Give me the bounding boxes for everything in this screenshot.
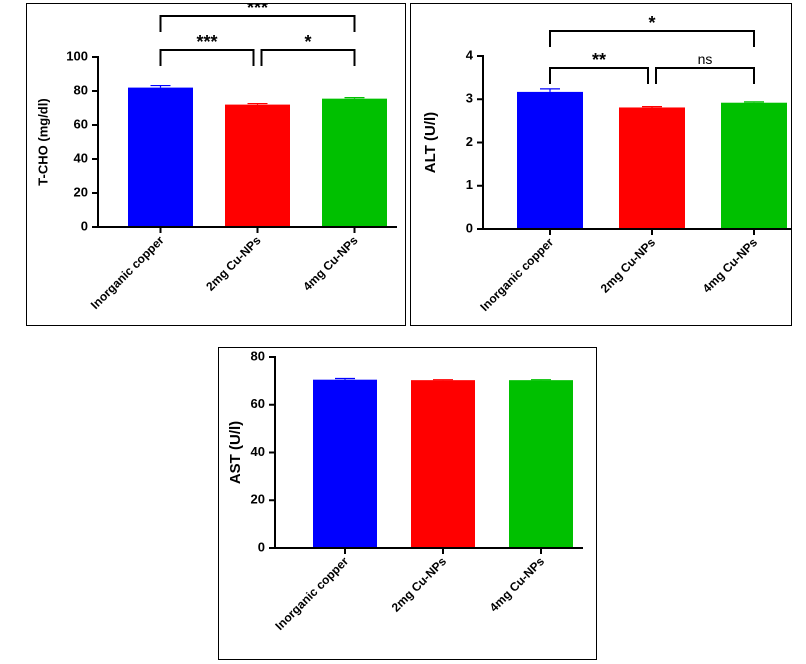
bracket-line bbox=[655, 67, 755, 84]
significance-label: *** bbox=[196, 32, 217, 52]
significance-label: ** bbox=[592, 50, 606, 70]
bracket-line bbox=[549, 67, 649, 84]
y-tick-label: 60 bbox=[74, 116, 88, 131]
x-category-label: Inorganic copper bbox=[477, 235, 556, 314]
y-tick-label: 40 bbox=[74, 150, 88, 165]
bracket-line bbox=[159, 49, 255, 66]
significance-label: * bbox=[304, 32, 311, 52]
bar-2 bbox=[619, 107, 685, 229]
y-tick-label: 20 bbox=[251, 492, 265, 507]
significance-bracket-1: * bbox=[549, 13, 755, 47]
bar-3 bbox=[322, 98, 387, 228]
y-axis-label: AST (U/l) bbox=[227, 421, 244, 484]
x-category-label: 2mg Cu-NPs bbox=[598, 235, 659, 296]
bracket-line bbox=[159, 15, 356, 32]
significance-bracket-2: ** bbox=[549, 50, 649, 84]
x-category-label: 2mg Cu-NPs bbox=[203, 233, 264, 294]
x-category-label: Inorganic copper bbox=[88, 233, 167, 312]
x-category-label: 4mg Cu-NPs bbox=[300, 233, 361, 294]
significance-bracket-1: *** bbox=[159, 4, 356, 32]
x-category-label: 4mg Cu-NPs bbox=[487, 554, 548, 615]
significance-bracket-2: *** bbox=[159, 32, 255, 66]
y-tick-label: 0 bbox=[81, 218, 88, 233]
chart-panel-alt: ALT (U/l) 0 1 2 3 4 Inorganic copper 2mg Cu-NPs… bbox=[410, 3, 792, 326]
chart-panel-tcho: T-CHO (mg/dl) 0 20 40 60 80 100 Inorganic coppe… bbox=[26, 3, 406, 326]
y-tick-label: 0 bbox=[258, 539, 265, 554]
bar-1 bbox=[128, 87, 193, 227]
y-tick-label: 2 bbox=[466, 134, 473, 149]
chart-alt: ALT (U/l) 0 1 2 3 4 Inorganic copper 2mg Cu-NPs… bbox=[422, 13, 791, 314]
bracket-line bbox=[549, 30, 755, 47]
significance-bracket-3: * bbox=[260, 32, 356, 66]
significance-label: * bbox=[648, 13, 655, 33]
bar-2 bbox=[225, 104, 290, 227]
x-category-label: Inorganic copper bbox=[272, 554, 351, 633]
y-tick-label: 60 bbox=[251, 396, 265, 411]
chart-panel-ast: AST (U/l) 0 20 40 60 80 Inorganic copper 2mg Cu… bbox=[218, 347, 597, 660]
y-axis-label: T-CHO (mg/dl) bbox=[35, 98, 50, 185]
y-tick-label: 20 bbox=[74, 184, 88, 199]
x-category-label: 4mg Cu-NPs bbox=[700, 235, 761, 296]
x-category-label: 2mg Cu-NPs bbox=[389, 554, 450, 615]
significance-label: *** bbox=[247, 4, 268, 18]
bar-1 bbox=[517, 91, 583, 230]
significance-bracket-3: ns bbox=[655, 51, 755, 84]
bar-2 bbox=[411, 380, 475, 548]
significance-label: ns bbox=[698, 51, 713, 67]
y-axis-label: ALT (U/l) bbox=[422, 112, 439, 173]
bar-3 bbox=[721, 102, 787, 229]
bar-3 bbox=[509, 380, 573, 548]
y-tick-label: 0 bbox=[466, 220, 473, 235]
bracket-line bbox=[260, 49, 356, 66]
chart-ast: AST (U/l) 0 20 40 60 80 Inorganic copper 2mg Cu… bbox=[227, 348, 583, 633]
y-tick-label: 80 bbox=[74, 82, 88, 97]
chart-tcho: T-CHO (mg/dl) 0 20 40 60 80 100 Inorganic coppe… bbox=[35, 4, 397, 312]
y-tick-label: 1 bbox=[466, 177, 473, 192]
y-tick-label: 100 bbox=[66, 48, 88, 63]
y-tick-label: 4 bbox=[466, 47, 474, 62]
bar-1 bbox=[313, 379, 377, 548]
y-tick-label: 40 bbox=[251, 444, 265, 459]
y-tick-label: 80 bbox=[251, 348, 265, 363]
y-tick-label: 3 bbox=[466, 91, 473, 106]
